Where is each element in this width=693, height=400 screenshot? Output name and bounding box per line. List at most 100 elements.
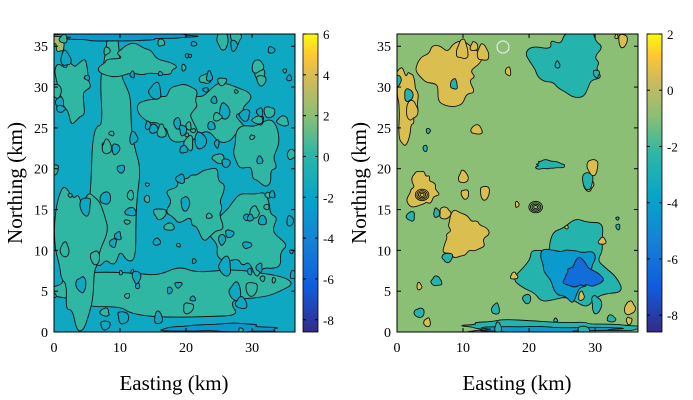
small-contour — [416, 281, 423, 291]
small-contour — [54, 292, 57, 299]
colorbar-tick-label: -8 — [667, 308, 678, 323]
small-contour — [205, 212, 213, 219]
small-contour — [54, 164, 59, 176]
small-contour — [79, 197, 91, 217]
contour-region — [166, 167, 225, 241]
small-contour — [185, 121, 192, 131]
small-contour — [184, 53, 190, 59]
colorbar-tick-label: 4 — [323, 68, 330, 83]
colorbar-tick-label: 0 — [323, 149, 330, 164]
small-contour — [118, 270, 124, 276]
y-tick-label: 5 — [384, 285, 391, 300]
small-contour — [103, 46, 111, 56]
small-contour — [234, 296, 248, 310]
left-map-y-label: Northing (km) — [3, 122, 27, 244]
concentric-contour — [418, 191, 427, 199]
small-contour — [413, 307, 425, 319]
x-tick-label: 20 — [522, 341, 536, 356]
small-contour — [251, 59, 265, 74]
small-contour — [591, 295, 603, 315]
right-map-small-contours — [397, 34, 637, 332]
small-contour — [189, 128, 197, 134]
small-contour — [460, 189, 470, 200]
small-contour — [129, 70, 135, 79]
right-map-x-label: Easting (km) — [462, 371, 571, 395]
x-tick-label: 0 — [394, 341, 401, 356]
colorbar-tick-label: -6 — [667, 252, 678, 267]
small-contour — [116, 164, 126, 174]
small-contour — [404, 88, 414, 102]
y-tick-label: 25 — [34, 122, 48, 137]
concentric-contour — [531, 203, 540, 211]
small-contour — [423, 317, 431, 328]
small-contour — [455, 38, 469, 60]
small-contour — [289, 269, 295, 280]
concentric-contour — [528, 200, 543, 214]
small-contour — [131, 270, 142, 285]
right-map-y-ticks: 0 5 10 15 20 25 30 35 — [377, 40, 638, 341]
small-contour — [154, 310, 163, 325]
small-contour — [258, 214, 267, 226]
small-contour — [179, 124, 188, 137]
small-contour — [441, 252, 454, 264]
concentric-contour — [533, 205, 539, 210]
y-tick-label: 30 — [377, 81, 391, 96]
small-contour — [582, 172, 594, 191]
small-contour — [522, 293, 532, 305]
y-tick-label: 20 — [34, 163, 48, 178]
small-contour — [554, 60, 561, 69]
small-contour — [480, 185, 490, 201]
small-contour — [149, 123, 159, 134]
small-contour — [75, 276, 87, 294]
y-tick-label: 5 — [41, 285, 48, 300]
contour-region — [54, 267, 292, 318]
small-contour — [406, 99, 419, 121]
small-contour — [190, 40, 198, 47]
small-contour — [99, 307, 110, 317]
small-contour — [578, 290, 585, 301]
small-contour — [108, 130, 115, 137]
small-contour — [514, 200, 520, 208]
small-contour — [271, 276, 277, 284]
small-contour — [433, 207, 440, 218]
small-contour — [124, 206, 137, 217]
contour-region — [233, 119, 280, 187]
right-colorbar-ticks: 2 0 -2 -4 -6 -8 — [647, 27, 678, 323]
small-contour — [282, 68, 287, 74]
small-contour — [123, 292, 131, 299]
y-tick-label: 35 — [377, 40, 391, 55]
small-contour — [194, 131, 208, 150]
y-tick-label: 10 — [34, 244, 48, 259]
small-contour — [56, 104, 66, 113]
small-contour — [191, 258, 197, 265]
small-contour — [597, 236, 607, 245]
contour-region — [54, 187, 108, 332]
colorbar-tick-label: -2 — [667, 139, 678, 154]
small-contour — [247, 267, 253, 276]
small-contour — [218, 233, 227, 246]
small-contour — [225, 229, 235, 239]
colorbar-tick-label: -4 — [667, 196, 678, 211]
small-contour — [60, 49, 72, 66]
left-colorbar-ticks: 6 4 2 0 -2 -4 -6 -8 — [303, 27, 334, 328]
small-contour — [174, 281, 183, 289]
small-contour — [422, 144, 428, 153]
small-contour — [117, 311, 130, 325]
small-contour — [263, 106, 276, 119]
left-colorbar — [302, 33, 319, 333]
x-tick-label: 30 — [588, 341, 602, 356]
small-contour — [251, 115, 264, 125]
small-contour — [504, 66, 512, 77]
small-contour — [183, 302, 195, 315]
small-contour — [586, 159, 599, 177]
small-contour — [189, 295, 197, 302]
small-contour — [202, 87, 209, 93]
x-tick-label: 10 — [456, 341, 470, 356]
small-contour — [259, 275, 266, 283]
y-tick-label: 15 — [34, 204, 48, 219]
small-contour — [618, 34, 628, 49]
small-contour — [276, 115, 289, 127]
small-contour — [111, 143, 121, 156]
small-contour — [153, 208, 167, 221]
